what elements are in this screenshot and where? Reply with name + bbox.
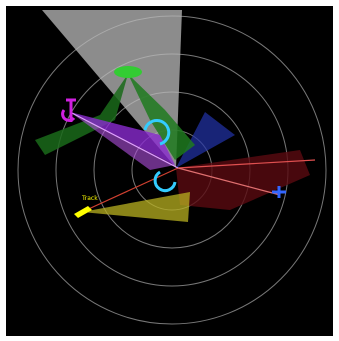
- green-sector: [35, 74, 128, 155]
- track-label: Track: [81, 195, 98, 202]
- green-icon: [114, 66, 142, 78]
- magenta-icon: [61, 98, 76, 122]
- track-line: [81, 167, 179, 213]
- yellow-icon: [74, 206, 92, 218]
- cyan-icon: [143, 118, 171, 146]
- yellow-sector: [82, 192, 190, 222]
- blue-sector: [176, 112, 235, 168]
- cyan-icon: [153, 170, 177, 193]
- green-sector: [128, 74, 195, 160]
- blue-icon: [272, 186, 286, 198]
- tracks: [69, 111, 316, 213]
- red-sector: [176, 150, 310, 210]
- track-line: [177, 159, 316, 169]
- track-line: [177, 167, 281, 196]
- track-line: [69, 111, 179, 169]
- purple-sector: [70, 112, 175, 170]
